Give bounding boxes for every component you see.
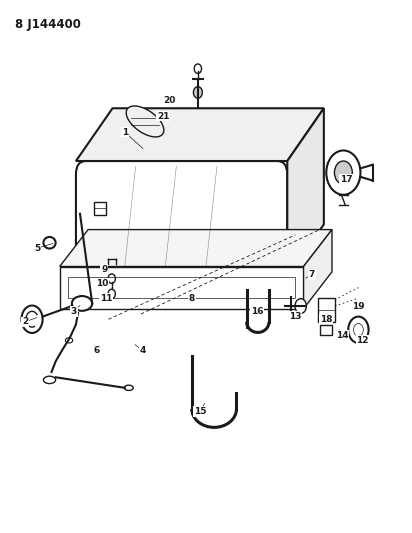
Text: 20: 20 — [163, 96, 176, 105]
Text: 7: 7 — [309, 270, 315, 279]
Text: 4: 4 — [140, 346, 146, 356]
Polygon shape — [304, 230, 332, 309]
Circle shape — [193, 87, 202, 98]
Polygon shape — [60, 266, 304, 309]
Text: 12: 12 — [356, 336, 369, 345]
Ellipse shape — [124, 385, 133, 391]
Text: 13: 13 — [289, 312, 302, 321]
Bar — [318, 298, 335, 322]
Text: 15: 15 — [194, 407, 206, 416]
Text: 17: 17 — [340, 175, 353, 184]
Circle shape — [21, 305, 42, 333]
Circle shape — [326, 150, 360, 195]
Polygon shape — [76, 108, 324, 161]
Text: 9: 9 — [101, 265, 108, 273]
Text: 1: 1 — [122, 127, 128, 136]
Polygon shape — [60, 230, 332, 266]
Text: 14: 14 — [336, 330, 349, 340]
Text: 10: 10 — [96, 279, 108, 288]
Text: 21: 21 — [157, 112, 170, 120]
Ellipse shape — [72, 296, 92, 311]
Text: 6: 6 — [93, 346, 99, 356]
FancyBboxPatch shape — [76, 161, 287, 277]
Circle shape — [335, 161, 352, 184]
Text: 8 J144400: 8 J144400 — [15, 18, 81, 30]
Text: 18: 18 — [320, 315, 332, 324]
Text: 16: 16 — [250, 307, 263, 316]
Ellipse shape — [43, 376, 56, 384]
Ellipse shape — [66, 338, 73, 343]
Text: 3: 3 — [71, 307, 77, 316]
Text: 11: 11 — [100, 294, 112, 303]
Text: 19: 19 — [352, 302, 365, 311]
Circle shape — [295, 298, 307, 313]
Bar — [94, 202, 106, 215]
Text: 2: 2 — [22, 317, 28, 326]
Text: 5: 5 — [34, 244, 40, 253]
Bar — [320, 325, 332, 335]
Polygon shape — [287, 108, 324, 277]
Text: 8: 8 — [189, 294, 195, 303]
Circle shape — [348, 317, 369, 343]
Ellipse shape — [126, 106, 164, 137]
